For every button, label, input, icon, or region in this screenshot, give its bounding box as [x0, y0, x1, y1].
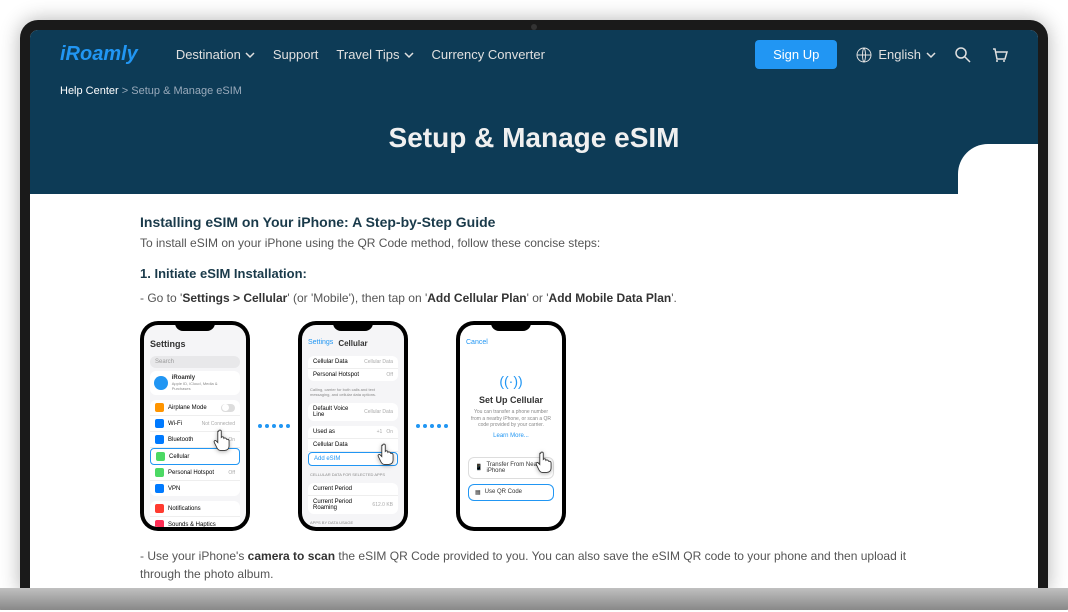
phone-mockup-1: Settings Search iRoamlyApple ID, iCloud,…	[140, 321, 250, 531]
step-2-text: - Use your iPhone's camera to scan the e…	[140, 547, 928, 583]
breadcrumb-help[interactable]: Help Center	[60, 85, 119, 97]
site-header: iRoamly Destination Support Travel Tips …	[30, 30, 1038, 194]
search-icon[interactable]	[954, 46, 972, 64]
step-1-title: 1. Initiate eSIM Installation:	[140, 266, 928, 281]
pointer-hand-icon	[374, 441, 400, 467]
breadcrumb-current: Setup & Manage eSIM	[131, 85, 242, 97]
phone-mockup-3: Cancel ((·)) Set Up Cellular You can tra…	[456, 321, 566, 531]
article-content: Installing eSIM on Your iPhone: A Step-b…	[30, 194, 1038, 592]
avatar-icon	[154, 376, 168, 390]
step-1-text: - Go to 'Settings > Cellular' (or 'Mobil…	[140, 289, 928, 307]
top-nav: iRoamly Destination Support Travel Tips …	[30, 30, 1038, 79]
guide-title: Installing eSIM on Your iPhone: A Step-b…	[140, 214, 928, 230]
cellular-icon: ((·))	[460, 373, 562, 389]
qr-code-btn-highlight: ▦Use QR Code	[468, 484, 554, 501]
nav-support[interactable]: Support	[273, 47, 319, 62]
breadcrumb: Help Center > Setup & Manage eSIM	[30, 79, 1038, 97]
page-title: Setup & Manage eSIM	[30, 122, 1038, 154]
phones-row: Settings Search iRoamlyApple ID, iCloud,…	[140, 321, 928, 531]
nav-destination[interactable]: Destination	[176, 47, 255, 62]
guide-intro: To install eSIM on your iPhone using the…	[140, 236, 928, 250]
chevron-down-icon	[245, 50, 255, 60]
pointer-hand-icon	[532, 449, 558, 475]
hero: Setup & Manage eSIM	[30, 97, 1038, 194]
nav-currency[interactable]: Currency Converter	[432, 47, 545, 62]
pointer-hand-icon	[210, 427, 236, 453]
globe-icon	[855, 46, 873, 64]
cart-icon[interactable]	[990, 46, 1008, 64]
chevron-down-icon	[926, 50, 936, 60]
nav-travel-tips[interactable]: Travel Tips	[336, 47, 413, 62]
signup-button[interactable]: Sign Up	[755, 40, 837, 69]
chevron-down-icon	[404, 50, 414, 60]
laptop-frame: iRoamly Destination Support Travel Tips …	[20, 20, 1048, 592]
language-selector[interactable]: English	[855, 46, 936, 64]
phone-mockup-2: Settings Cellular Cellular DataCellular …	[298, 321, 408, 531]
dots-connector	[258, 424, 290, 428]
dots-connector	[416, 424, 448, 428]
logo[interactable]: iRoamly	[60, 43, 138, 66]
laptop-screen: iRoamly Destination Support Travel Tips …	[30, 30, 1038, 592]
